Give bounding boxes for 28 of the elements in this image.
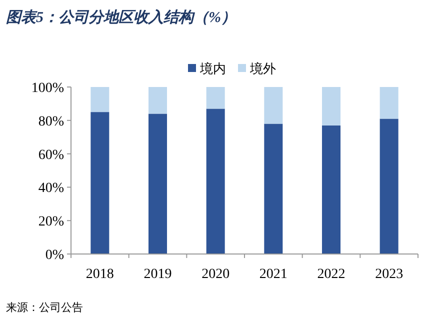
- x-tick-label: 2023: [375, 267, 404, 282]
- bar: [148, 87, 168, 114]
- x-tick-label: 2019: [144, 267, 172, 282]
- chart-title: 图表5：公司分地区收入结构（%）: [6, 9, 236, 26]
- y-tick-label: 0%: [45, 248, 64, 263]
- y-tick-label: 20%: [38, 214, 64, 230]
- bar: [322, 125, 341, 254]
- bar: [206, 87, 225, 109]
- source-note: 来源：公司公告: [6, 301, 83, 314]
- x-tick-label: 2018: [86, 267, 114, 282]
- bar: [380, 87, 398, 119]
- bar: [322, 87, 341, 126]
- bar: [90, 112, 110, 254]
- x-tick-label: 2020: [202, 267, 230, 282]
- y-tick-label: 100%: [31, 81, 64, 96]
- x-tick-label: 2021: [259, 267, 288, 282]
- x-tick-label: 2022: [317, 267, 346, 282]
- bar: [206, 108, 225, 254]
- bar: [264, 87, 283, 124]
- bar: [90, 87, 110, 112]
- legend-label: 境外: [249, 61, 276, 76]
- y-tick-label: 40%: [38, 181, 64, 196]
- bar: [380, 118, 398, 254]
- y-tick-label: 60%: [38, 148, 64, 163]
- bar: [264, 124, 283, 254]
- bar: [148, 114, 168, 254]
- y-tick-label: 80%: [38, 114, 64, 130]
- legend-label: 境内: [199, 61, 226, 76]
